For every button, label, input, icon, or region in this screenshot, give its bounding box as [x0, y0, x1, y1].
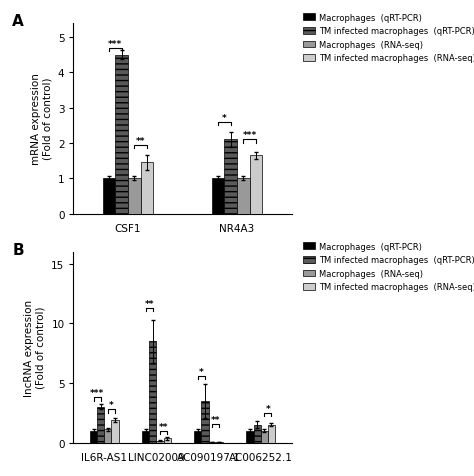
Text: **: ** — [145, 299, 154, 308]
Text: ***: *** — [90, 388, 104, 397]
Text: **: ** — [211, 415, 220, 424]
Bar — [97, 407, 104, 443]
Text: *: * — [265, 404, 270, 413]
Bar — [254, 425, 261, 443]
Text: **: ** — [159, 422, 168, 431]
Bar — [201, 401, 209, 443]
Bar — [103, 179, 115, 214]
Bar — [128, 179, 141, 214]
Text: *: * — [222, 114, 227, 122]
Bar — [142, 431, 149, 443]
Bar — [212, 179, 224, 214]
Text: *: * — [109, 400, 114, 409]
Bar — [209, 442, 216, 443]
Bar — [261, 431, 268, 443]
Bar — [111, 420, 118, 443]
Bar — [216, 442, 223, 443]
Text: A: A — [12, 14, 24, 29]
Text: *: * — [199, 367, 204, 376]
Bar — [149, 342, 156, 443]
Bar — [237, 179, 250, 214]
Bar — [141, 163, 153, 214]
Text: B: B — [12, 243, 24, 258]
Text: ***: *** — [243, 131, 257, 140]
Bar — [246, 431, 254, 443]
Bar — [194, 431, 201, 443]
Bar — [250, 156, 262, 214]
Bar — [156, 441, 164, 443]
Bar — [164, 438, 171, 443]
Bar — [224, 140, 237, 214]
Bar — [104, 429, 111, 443]
Bar — [115, 56, 128, 214]
Bar — [90, 431, 97, 443]
Y-axis label: lncRNA expression
(Fold of control): lncRNA expression (Fold of control) — [24, 299, 46, 396]
Y-axis label: mRNA expression
(Fold of control): mRNA expression (Fold of control) — [31, 73, 52, 165]
Text: ***: *** — [108, 40, 122, 49]
Bar — [268, 425, 275, 443]
Legend: Macrophages  (qRT-PCR), TM infected macrophages  (qRT-PCR), Macrophages  (RNA-se: Macrophages (qRT-PCR), TM infected macro… — [303, 14, 474, 63]
Text: **: ** — [136, 137, 146, 146]
Legend: Macrophages  (qRT-PCR), TM infected macrophages  (qRT-PCR), Macrophages  (RNA-se: Macrophages (qRT-PCR), TM infected macro… — [303, 242, 474, 292]
